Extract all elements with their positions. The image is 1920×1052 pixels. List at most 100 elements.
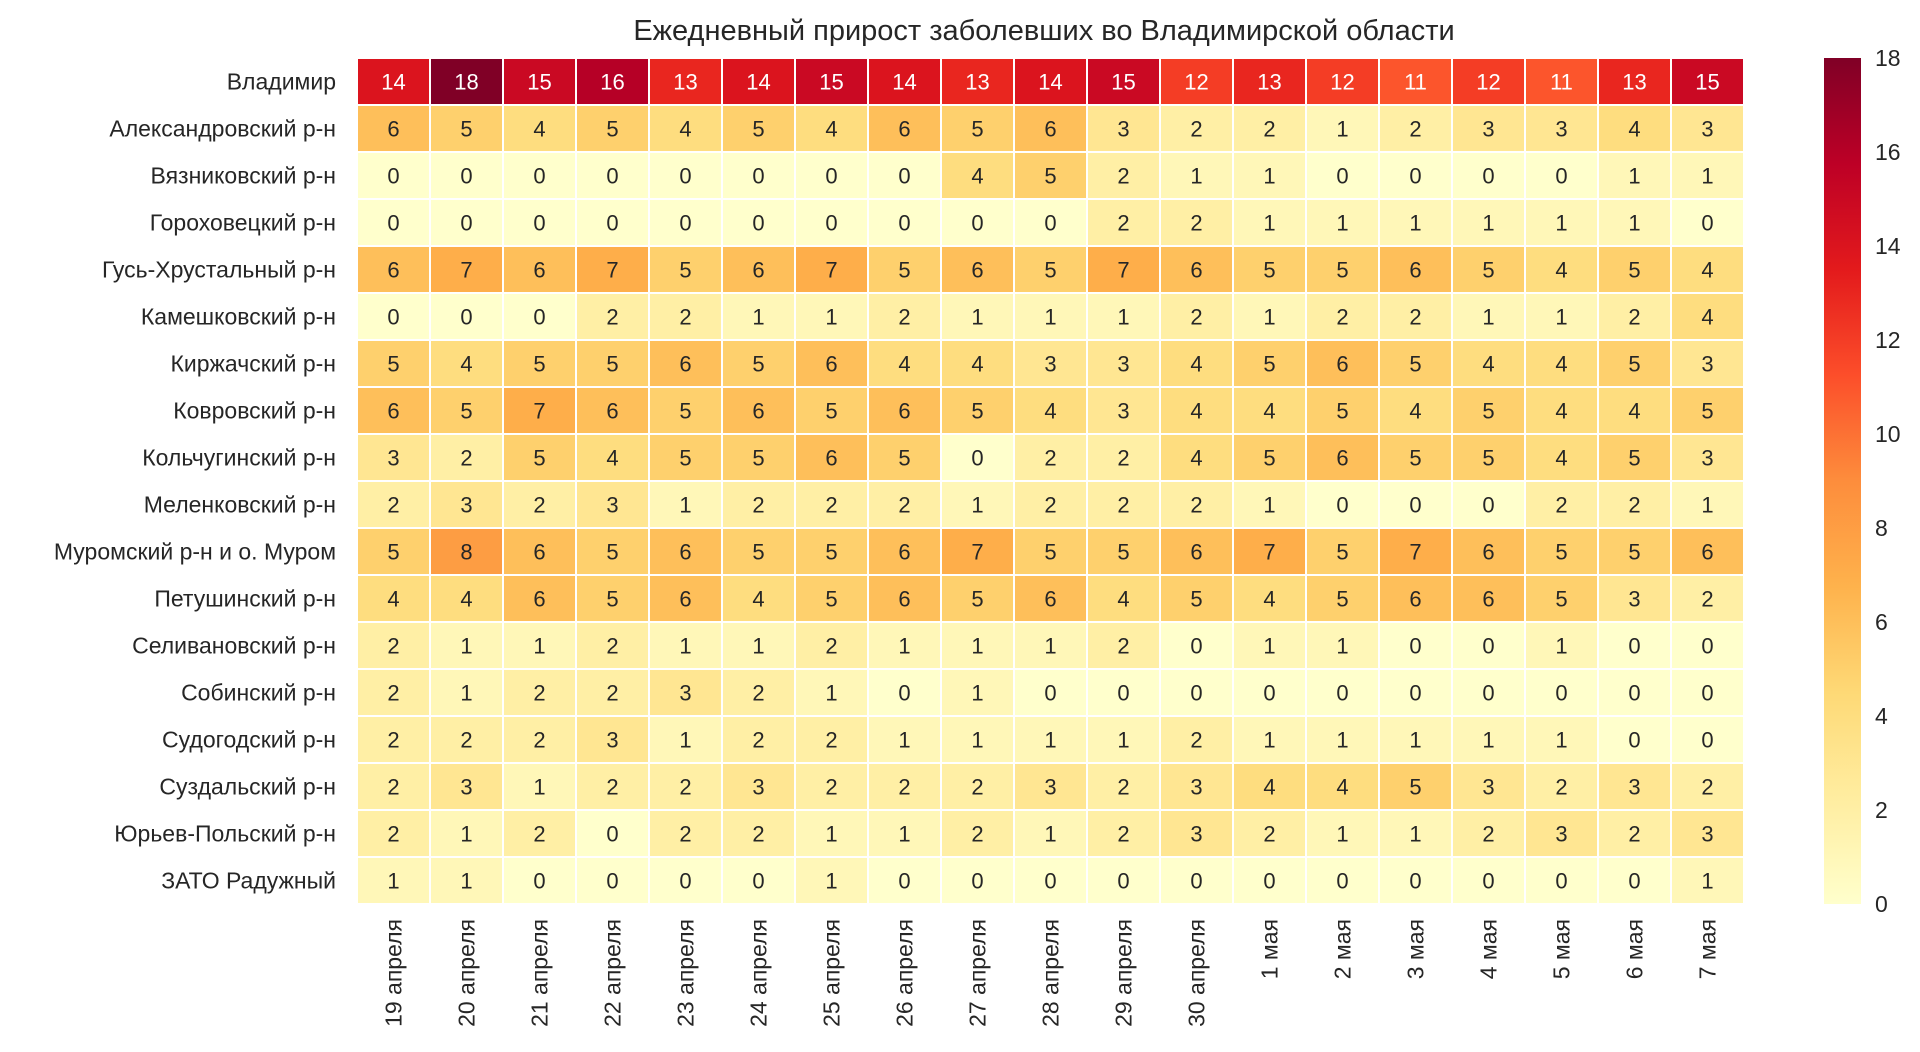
heatmap-cell [940,245,1015,294]
cell-value-label: 4 [460,352,472,377]
cell-value-label: 1 [1263,728,1275,753]
heatmap-cell [1451,433,1526,482]
cell-value-label: 2 [1409,117,1421,142]
cell-value-label: 4 [825,117,837,142]
column-label: 6 мая [1622,919,1648,979]
heatmap-cell [1305,433,1380,482]
heatmap-cell [1159,715,1234,764]
cell-value-label: 1 [1263,305,1275,330]
heatmap-cell [1670,574,1745,623]
heatmap-cell [1013,198,1088,247]
cell-value-label: 0 [460,164,472,189]
cell-value-label: 2 [825,634,837,659]
cell-value-label: 1 [1117,305,1129,330]
heatmap-cell [940,292,1015,341]
cell-value-label: 3 [1701,822,1713,847]
cell-value-label: 6 [679,352,691,377]
cell-value-label: 1 [1044,634,1056,659]
cell-value-label: 2 [679,822,691,847]
heatmap-cell [1597,104,1672,153]
heatmap-cell [721,339,796,388]
heatmap-cell [648,668,723,717]
row-label: ЗАТО Радужный [161,868,336,894]
cell-value-label: 2 [533,493,545,518]
heatmap-cell [1086,621,1161,670]
row-label: Гусь-Хрустальный р-н [102,257,336,283]
heatmap-cell [1086,762,1161,811]
colorbar-tick-label: 12 [1875,327,1901,353]
heatmap-cell [721,762,796,811]
cell-value-label: 1 [825,305,837,330]
cell-value-label: 3 [606,728,618,753]
cell-value-label: 2 [1628,493,1640,518]
cell-value-label: 2 [460,446,472,471]
cell-value-label: 0 [387,211,399,236]
cell-value-label: 5 [606,352,618,377]
row-label: Судогодский р-н [162,727,336,753]
cell-value-label: 6 [898,540,910,565]
cell-value-label: 2 [1117,493,1129,518]
heatmap-cell [429,292,504,341]
cell-value-label: 1 [387,869,399,894]
cell-value-label: 0 [1117,869,1129,894]
cell-value-label: 0 [679,869,691,894]
column-label: 1 мая [1257,919,1283,979]
row-label: Собинский р-н [181,680,336,706]
heatmap-cell [356,57,431,106]
cell-value-label: 2 [460,728,472,753]
row-label: Селивановский р-н [132,633,336,659]
cell-value-label: 1 [460,634,472,659]
cell-value-label: 2 [971,775,983,800]
cell-value-label: 1 [1336,117,1348,142]
cell-value-label: 3 [679,681,691,706]
cell-value-label: 4 [1555,399,1567,424]
cell-value-label: 2 [1628,305,1640,330]
cell-value-label: 0 [752,869,764,894]
colorbar-tick-label: 8 [1875,515,1888,541]
cell-value-label: 1 [460,822,472,847]
heatmap-cell [1524,198,1599,247]
heatmap-cell [940,574,1015,623]
heatmap-cell [1232,574,1307,623]
cell-value-label: 5 [1628,258,1640,283]
cell-value-label: 4 [971,164,983,189]
cell-value-label: 3 [1701,446,1713,471]
cell-value-label: 5 [1044,258,1056,283]
heatmap-cell [429,621,504,670]
heatmap-cell [429,856,504,905]
heatmap-cell [356,621,431,670]
cell-value-label: 0 [1263,681,1275,706]
cell-value-label: 6 [898,587,910,612]
cell-value-label: 4 [387,587,399,612]
heatmap-cell [940,668,1015,717]
heatmap-cell [1232,151,1307,200]
heatmap-cell [794,480,869,529]
heatmap-cell [1451,480,1526,529]
cell-value-label: 0 [533,211,545,236]
cell-value-label: 0 [1701,634,1713,659]
cell-value-label: 5 [679,399,691,424]
cell-value-label: 1 [898,822,910,847]
cell-value-label: 4 [1117,587,1129,612]
column-label: 28 апреля [1038,919,1064,1027]
cell-value-label: 1 [1190,164,1202,189]
column-label: 21 апреля [527,919,553,1027]
cell-value-label: 5 [825,399,837,424]
column-label: 3 мая [1403,919,1429,979]
heatmap-cell [794,574,869,623]
heatmap-cell [502,574,577,623]
cell-value-label: 5 [1701,399,1713,424]
cell-value-label: 6 [387,258,399,283]
cell-value-label: 5 [1409,775,1421,800]
cell-value-label: 1 [825,681,837,706]
heatmap-cell [1159,245,1234,294]
cell-value-label: 0 [1263,869,1275,894]
heatmap-cell [1159,809,1234,858]
cell-value-label: 2 [1190,211,1202,236]
cell-value-label: 16 [600,70,624,95]
heatmap-cell [1524,57,1599,106]
heatmap-cell [867,574,942,623]
cell-value-label: 2 [387,493,399,518]
column-label: 20 апреля [454,919,480,1027]
cell-value-label: 0 [679,164,691,189]
